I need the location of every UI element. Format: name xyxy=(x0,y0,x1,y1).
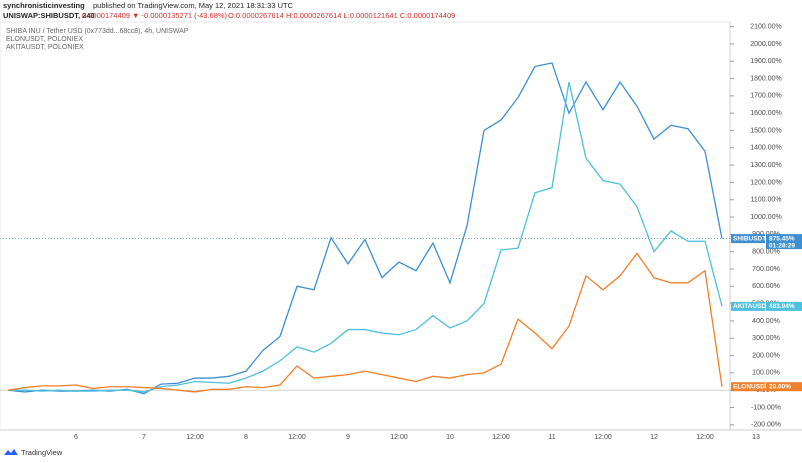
end-tag-name xyxy=(731,301,765,311)
end-tag-value xyxy=(766,234,802,250)
legend-label: SHIBA INU / Tether USD (0x773dd...68cc8)… xyxy=(6,28,189,35)
x-tick-label: 9 xyxy=(346,434,350,441)
y-tick-label: 1700.00% xyxy=(750,93,782,100)
y-tick-label: 1000.00% xyxy=(750,214,782,221)
series-line xyxy=(7,62,723,395)
x-tick-label: 12:00 xyxy=(696,434,714,441)
x-tick-label: 10 xyxy=(446,434,454,441)
end-tag-value-text: 20.00% xyxy=(769,383,791,390)
countdown: 01:28:29 xyxy=(769,242,795,249)
end-tag-value-text: 875.45% xyxy=(769,235,795,242)
x-tick-label: 12:00 xyxy=(186,434,204,441)
y-tick-label: -100.00% xyxy=(751,404,781,411)
y-tick-label: 600.00% xyxy=(752,283,780,290)
x-tick-label: 7 xyxy=(142,434,146,441)
end-tag-name-text: ELONUSDT xyxy=(733,383,769,390)
logo xyxy=(4,449,18,455)
end-tag-name xyxy=(731,234,765,244)
end-tag-name-text: AKITAUSDT xyxy=(733,303,770,310)
y-tick-label: 1800.00% xyxy=(750,75,782,82)
legend-label: ELONUSDT, POLONIEX xyxy=(6,36,83,43)
x-tick-label: 6 xyxy=(74,434,78,441)
y-tick-label: 1100.00% xyxy=(750,197,781,204)
x-tick-label: 13 xyxy=(752,434,760,441)
published: published on TradingView.com, May 12, 20… xyxy=(93,1,294,10)
y-tick-label: 1200.00% xyxy=(750,179,782,186)
y-tick-label: 1500.00% xyxy=(750,127,782,134)
end-tag-name-text: SHIBUSDT xyxy=(733,235,766,242)
series-line xyxy=(7,252,723,393)
y-tick-label: 1300.00% xyxy=(750,162,782,169)
y-tick-label: 2000.00% xyxy=(750,41,782,48)
y-tick-label: 700.00% xyxy=(752,266,780,273)
end-tag-value xyxy=(766,382,802,392)
x-tick-label: 12:00 xyxy=(594,434,612,441)
x-tick-label: 11 xyxy=(548,434,555,441)
publisher: synchronisticinvesting xyxy=(3,1,85,10)
y-tick-label: 300.00% xyxy=(752,335,780,342)
y-tick-label: 200.00% xyxy=(752,352,780,359)
y-tick-label: 1600.00% xyxy=(750,110,782,117)
x-tick-label: 12:00 xyxy=(390,434,408,441)
footer: TradingView xyxy=(4,448,63,457)
x-tick-label: 8 xyxy=(244,434,248,441)
y-tick-label: 100.00% xyxy=(752,370,780,377)
symbol: UNISWAP:SHIBUSDT, 240 xyxy=(3,11,95,20)
end-tag-value-text: 483.94% xyxy=(769,303,795,310)
end-tag-name xyxy=(731,382,765,392)
quote: 0.0000174409 ▼ -0.0000135271 (-43.68%) xyxy=(82,11,228,20)
y-tick-label: -200.00% xyxy=(751,422,781,429)
y-tick-label: 1900.00% xyxy=(750,58,782,65)
ohlc: O:0.0000267614 H:0.0000267614 L:0.000012… xyxy=(228,11,455,20)
y-tick-label: 1400.00% xyxy=(750,145,782,152)
end-tag-value xyxy=(766,301,802,311)
footer-text: TradingView xyxy=(21,448,63,457)
x-tick-label: 12 xyxy=(650,434,658,441)
y-tick-label: 2100.00% xyxy=(750,23,782,30)
y-tick-label: 400.00% xyxy=(752,318,780,325)
y-tick-label: 800.00% xyxy=(752,249,780,256)
x-tick-label: 12:00 xyxy=(492,434,510,441)
x-tick-label: 12:00 xyxy=(288,434,306,441)
series-line xyxy=(8,81,723,393)
legend-label: AKITAUSDT, POLONIEX xyxy=(6,44,84,51)
